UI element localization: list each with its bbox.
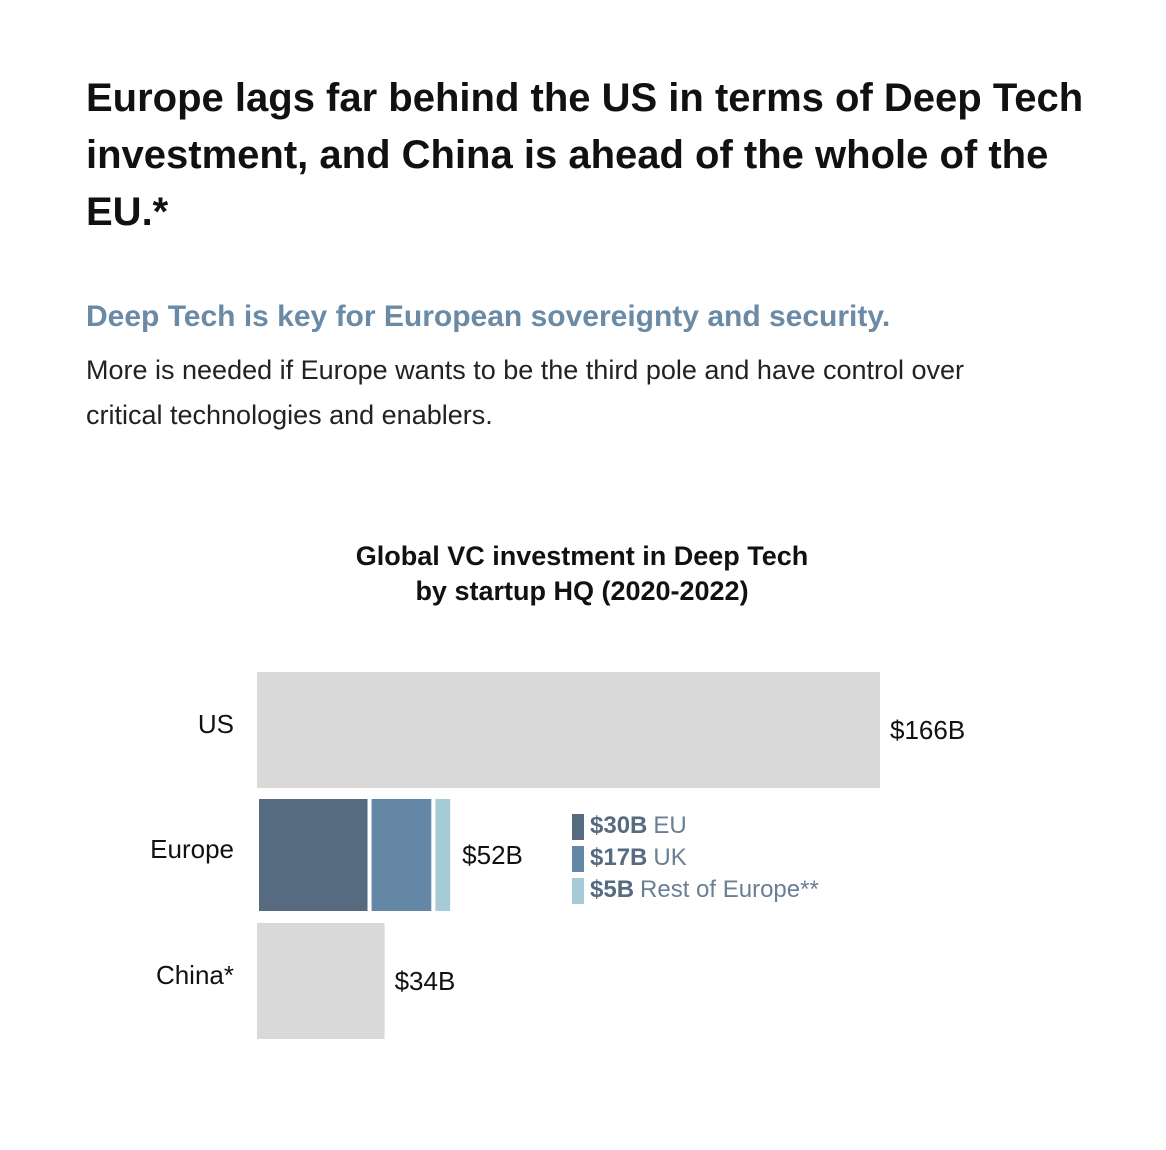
legend-value: $5B: [590, 876, 634, 903]
bar-segment: [367, 795, 436, 915]
bar-segment: [431, 795, 455, 915]
legend-name: Rest of Europe**: [640, 876, 819, 903]
bar-segment: [255, 795, 372, 915]
legend-swatch: [572, 814, 584, 840]
category-label: Europe: [150, 834, 234, 864]
chart-title: Global VC investment in Deep Tech: [356, 541, 809, 571]
legend-value: $30B: [590, 812, 647, 839]
body-text: More is needed if Europe wants to be the…: [86, 355, 965, 430]
headline: Europe lags far behind the US in terms o…: [86, 76, 1084, 234]
category-label: US: [198, 709, 234, 739]
value-label: $52B: [462, 840, 523, 870]
category-label: China*: [156, 960, 234, 990]
legend-entry: $17B UK: [590, 844, 687, 871]
subheading: Deep Tech is key for European sovereignt…: [86, 300, 891, 333]
legend-value: $17B: [590, 844, 647, 871]
value-label: $166B: [890, 715, 965, 745]
legend-swatch: [572, 846, 584, 872]
legend-swatch: [572, 878, 584, 904]
legend-entry: $5B Rest of Europe**: [590, 876, 819, 903]
chart-title: by startup HQ (2020-2022): [415, 576, 748, 606]
value-label: $34B: [395, 966, 456, 996]
bar: [257, 672, 880, 788]
legend-name: UK: [653, 844, 686, 871]
legend-name: EU: [653, 812, 686, 839]
legend-entry: $30B EU: [590, 812, 687, 839]
bar: [257, 923, 385, 1039]
